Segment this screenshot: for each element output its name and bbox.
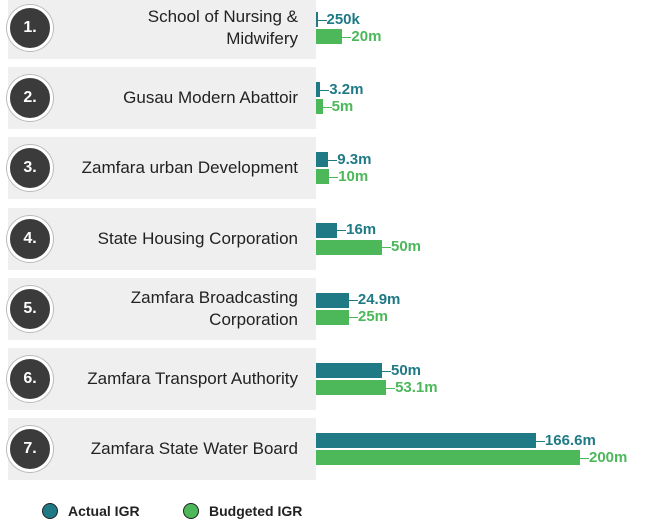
leader-line xyxy=(320,89,330,91)
bar xyxy=(316,99,323,115)
category-label: Zamfara Transport Authority xyxy=(87,369,298,388)
row-background xyxy=(8,137,316,200)
value-label: 10m xyxy=(338,167,369,185)
bar xyxy=(316,450,580,466)
row-background xyxy=(8,0,316,59)
row-number: 4. xyxy=(7,215,53,262)
leader-line xyxy=(348,300,358,302)
row-number: 2. xyxy=(7,75,53,122)
value-label: 200m xyxy=(589,448,628,466)
category-label: State Housing Corporation xyxy=(97,228,298,248)
leader-line xyxy=(317,19,327,21)
leader-line xyxy=(322,106,332,108)
bar xyxy=(316,152,329,168)
row-background xyxy=(8,277,316,340)
value-label: 250k xyxy=(326,10,360,28)
value-label: 24.9m xyxy=(357,291,401,309)
category-label: Zamfara urban Development xyxy=(81,158,298,178)
value-label: 50m xyxy=(391,361,422,379)
bar xyxy=(316,433,536,449)
legend-label: Actual IGR xyxy=(68,503,140,519)
bar xyxy=(316,363,382,378)
bar xyxy=(316,222,338,238)
row-number: 5. xyxy=(7,285,53,332)
legend-item: Budgeted IGR xyxy=(183,503,302,519)
bar xyxy=(316,380,387,395)
bar xyxy=(316,82,321,98)
category-label: School of Nursing & Midwifery xyxy=(147,7,298,48)
value-label: 3.2m xyxy=(329,80,364,98)
value-label: 166.6m xyxy=(544,431,596,449)
value-label: 5m xyxy=(331,97,354,115)
value-label: 50m xyxy=(391,238,422,256)
leader-line xyxy=(386,387,396,389)
value-label: 16m xyxy=(346,221,377,239)
bar xyxy=(316,309,349,325)
leader-line xyxy=(580,457,589,459)
value-label: 20m xyxy=(351,27,382,45)
row-number: 3. xyxy=(7,145,53,192)
bar xyxy=(316,12,318,27)
leader-line xyxy=(329,176,339,178)
category-label: Zamfara State Water Board xyxy=(90,439,298,459)
leader-line xyxy=(382,247,391,249)
category-label: Gusau Modern Abattoir xyxy=(123,88,298,108)
category-label: Zamfara Broadcasting Corporation xyxy=(130,287,298,329)
row-number: 6. xyxy=(7,356,53,402)
legend-swatch xyxy=(42,503,58,519)
row-number: 1. xyxy=(7,5,53,51)
leader-line xyxy=(337,230,347,232)
legend-swatch xyxy=(183,503,199,519)
leader-line xyxy=(349,317,358,319)
legend-item: Actual IGR xyxy=(42,503,140,519)
bar xyxy=(316,292,349,308)
bar xyxy=(316,29,343,44)
legend-label: Budgeted IGR xyxy=(209,503,303,519)
row-background xyxy=(8,207,316,270)
bar xyxy=(316,239,382,255)
leader-line xyxy=(328,159,338,161)
leader-line xyxy=(382,370,391,372)
value-label: 9.3m xyxy=(337,150,372,168)
row-background xyxy=(8,348,316,410)
leader-line xyxy=(535,440,545,442)
leader-line xyxy=(342,36,352,38)
row-background xyxy=(8,67,316,130)
value-label: 25m xyxy=(358,308,389,326)
row-number: 7. xyxy=(7,426,53,473)
value-label: 53.1m xyxy=(395,378,438,396)
row-background xyxy=(8,418,316,481)
bar xyxy=(316,169,330,185)
